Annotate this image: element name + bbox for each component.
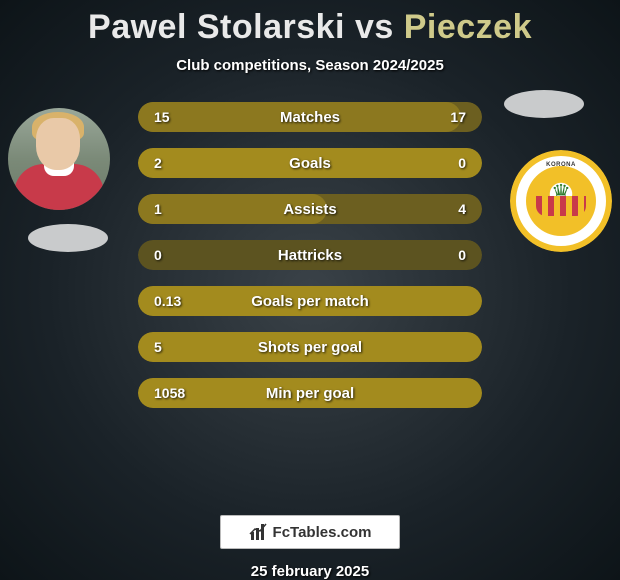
stat-bar: 1 Assists 4: [138, 194, 482, 224]
stat-label: Goals: [289, 155, 331, 172]
stat-bar: 15 Matches 17: [138, 102, 482, 132]
stat-value-p1: 15: [138, 109, 170, 125]
player2-club-badge: KORONA ♛: [510, 150, 612, 252]
stat-bars: 15 Matches 17 2 Goals 0 1 Assists 4 0 Hattricks 0 0.…: [138, 102, 482, 424]
stat-bar: 5 Shots per goal: [138, 332, 482, 362]
stat-label: Assists: [283, 201, 336, 218]
stat-value-p1: 2: [138, 155, 162, 171]
stat-value-p1: 0.13: [138, 293, 181, 309]
date-label: 25 february 2025: [251, 563, 369, 580]
chart-icon: [249, 522, 269, 542]
stat-value-p1: 1058: [138, 385, 185, 401]
player1-avatar: [8, 108, 110, 210]
stat-value-p1: 0: [138, 247, 162, 263]
site-logo: FcTables.com: [220, 515, 400, 549]
comparison-panel: KORONA ♛ 15 Matches 17 2 Goals 0 1 Assists 4 0 Hat…: [0, 102, 620, 507]
title-vs: vs: [355, 8, 394, 46]
title-player2: Pieczek: [404, 8, 532, 46]
subtitle: Club competitions, Season 2024/2025: [176, 57, 444, 74]
stat-label: Matches: [280, 109, 340, 126]
stat-label: Goals per match: [251, 293, 369, 310]
page-title: Pawel Stolarski vs Pieczek: [88, 8, 532, 47]
stat-label: Min per goal: [266, 385, 354, 402]
stat-label: Shots per goal: [258, 339, 362, 356]
stat-value-p1: 5: [138, 339, 162, 355]
stat-value-p2: 0: [458, 247, 482, 263]
title-player1: Pawel Stolarski: [88, 8, 345, 46]
logo-text: FcTables.com: [273, 524, 372, 541]
stat-value-p1: 1: [138, 201, 162, 217]
stat-label: Hattricks: [278, 247, 342, 264]
stat-bar: 0.13 Goals per match: [138, 286, 482, 316]
stat-value-p2: 17: [450, 109, 482, 125]
stat-bar: 1058 Min per goal: [138, 378, 482, 408]
stat-bar: 2 Goals 0: [138, 148, 482, 178]
shadow-oval-right: [504, 90, 584, 118]
stat-value-p2: 0: [458, 155, 482, 171]
shadow-oval-left: [28, 224, 108, 252]
stat-value-p2: 4: [458, 201, 482, 217]
stat-bar: 0 Hattricks 0: [138, 240, 482, 270]
